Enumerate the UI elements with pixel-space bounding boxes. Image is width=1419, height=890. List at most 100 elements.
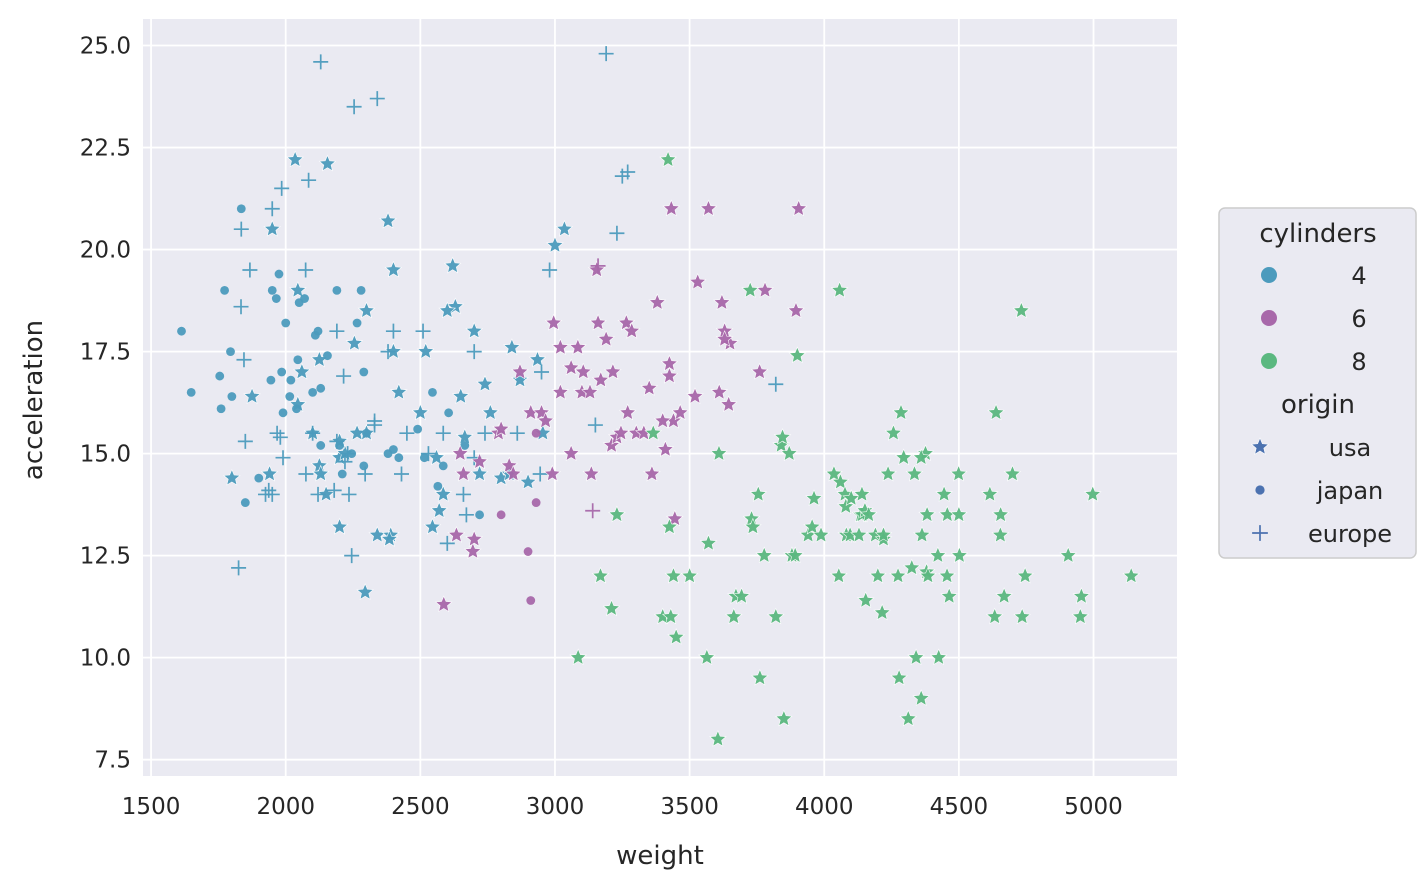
data-point [236,204,246,214]
data-point [434,595,453,613]
data-point [326,482,342,498]
data-point [929,648,948,666]
data-point [574,362,593,380]
legend-title-origin: origin [1281,390,1355,420]
x-tick-label: 2500 [391,794,450,820]
data-point [298,466,314,482]
data-point [981,485,999,502]
data-point [504,464,523,482]
data-point [544,313,563,331]
data-point [286,375,296,385]
data-point [750,362,769,380]
data-point [1003,464,1022,482]
data-point [892,403,910,421]
data-point [534,364,550,380]
data-point [536,411,555,429]
data-point [271,294,281,303]
data-point [264,201,280,217]
data-point [890,668,908,686]
data-point [775,709,793,727]
legend-label-usa: usa [1329,434,1371,462]
data-point [853,485,871,502]
data-point [542,262,558,278]
data-point [337,454,353,470]
data-point [786,546,805,564]
data-point [950,546,969,564]
data-point [367,413,383,429]
data-point [356,285,366,295]
data-point [444,408,454,418]
data-point [337,469,347,479]
data-point [301,172,317,188]
data-point [991,505,1010,523]
data-point [581,383,599,400]
data-point [394,453,404,463]
x-tick-label: 3500 [660,794,719,820]
data-point [434,485,453,502]
data-point [780,444,799,462]
data-point [660,366,679,384]
data-point [1016,566,1034,584]
data-point [653,411,672,429]
data-point [543,464,562,482]
data-point [177,326,186,336]
data-point [310,486,326,502]
data-point [242,262,258,278]
x-tick-label: 3000 [526,794,585,820]
data-point [316,383,326,393]
data-point [590,258,606,274]
data-point [555,219,574,237]
data-point [874,525,893,543]
data-point [345,334,364,351]
data-point [604,362,622,380]
legend-label-europe: europe [1308,520,1392,548]
data-point [562,358,580,376]
data-point [805,489,823,507]
data-point [481,403,500,421]
data-point [369,91,385,107]
data-point [688,272,707,290]
data-point [773,428,792,445]
data-point [1059,546,1078,564]
data-point [741,281,760,298]
data-point [496,510,506,520]
data-point [582,464,601,482]
y-tick-label: 7.5 [94,748,131,774]
data-point [281,318,291,328]
data-point [465,321,484,339]
data-point [913,525,931,543]
data-point [223,468,241,486]
data-point [749,485,768,502]
data-point [359,367,369,377]
data-point [1083,485,1102,502]
legend: cylinders 4 6 8 origin usa japan europe [1218,207,1417,559]
data-point [614,168,630,184]
y-tick-label: 12.5 [80,544,131,570]
data-point [715,330,734,347]
data-point [293,362,311,380]
legend-label-cyl-6: 6 [1351,305,1366,333]
data-point [787,301,805,319]
x-axis-label: weight [616,841,704,871]
data-point [585,503,601,519]
data-point [644,423,663,441]
data-point [274,180,290,196]
data-point [286,150,304,168]
data-point [918,505,936,523]
data-point [476,374,494,392]
data-point [659,150,677,168]
y-tick-label: 25.0 [80,34,131,60]
data-point [940,587,959,604]
data-point [341,486,357,502]
legend-marker-cyl-4 [1261,267,1277,283]
data-point [949,464,968,482]
data-point [569,648,587,666]
data-point [528,350,547,368]
data-point [503,338,521,356]
data-point [323,351,332,361]
data-point [788,346,807,364]
legend-marker-cyl-6 [1261,310,1277,326]
data-point [562,444,580,462]
data-point [660,517,679,535]
data-point [289,281,307,298]
